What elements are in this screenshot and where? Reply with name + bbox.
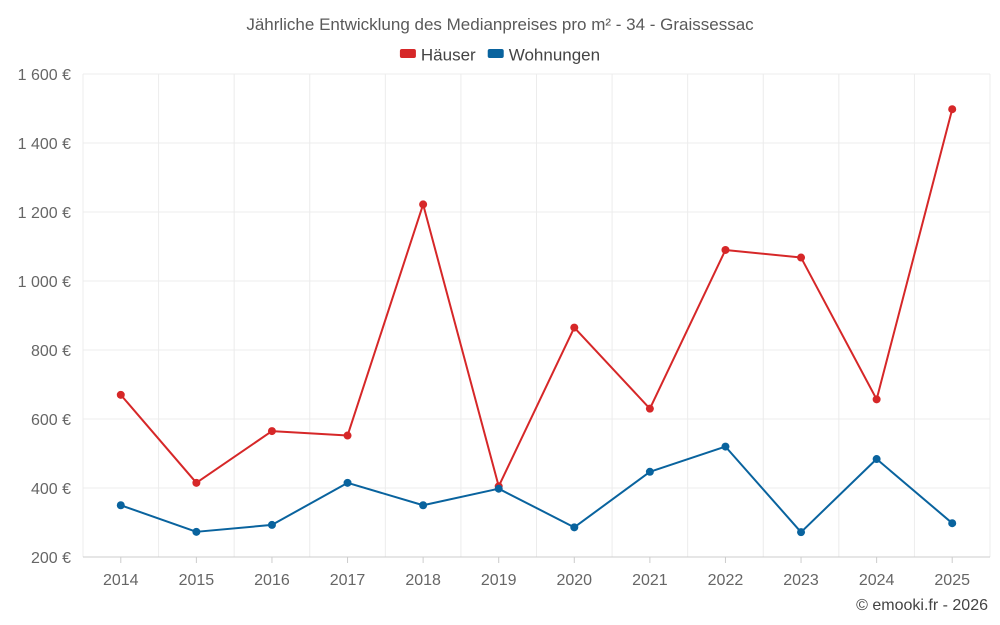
data-point[interactable] — [267, 520, 276, 529]
legend-item[interactable]: Häuser — [399, 45, 476, 64]
x-tick-label: 2025 — [934, 572, 970, 589]
y-axis: 200 € 400 € 600 € 800 € 1 000 € 1 200 € 1 400 … — [18, 67, 71, 567]
y-tick-label: 600 € — [31, 412, 71, 429]
data-point[interactable] — [494, 484, 503, 493]
data-point[interactable] — [645, 404, 654, 413]
data-point[interactable] — [116, 390, 125, 399]
x-axis: 2014 2015 2016 2017 2018 2019 2020 2021 2022 2023… — [83, 556, 990, 589]
data-point[interactable] — [872, 455, 881, 464]
y-tick-label: 800 € — [31, 343, 71, 360]
data-point[interactable] — [570, 323, 579, 332]
grid — [82, 73, 991, 557]
x-tick-label: 2024 — [859, 572, 895, 589]
legend-item[interactable]: Wohnungen — [487, 45, 600, 64]
data-point[interactable] — [797, 253, 806, 262]
y-tick-label: 1 200 € — [18, 205, 71, 222]
data-point[interactable] — [192, 527, 201, 536]
x-tick-label: 2014 — [103, 572, 139, 589]
chart-title: Jährliche Entwicklung des Medianpreises … — [246, 15, 754, 34]
series-wohnungen — [116, 442, 957, 537]
credit-text: © emooki.fr - 2026 — [856, 597, 988, 614]
data-point[interactable] — [116, 501, 125, 510]
x-tick-label: 2017 — [330, 572, 366, 589]
legend-label: Häuser — [421, 45, 476, 64]
data-point[interactable] — [721, 245, 730, 254]
data-point[interactable] — [872, 395, 881, 404]
data-point[interactable] — [570, 523, 579, 532]
data-point[interactable] — [948, 519, 957, 528]
x-tick-label: 2022 — [708, 572, 744, 589]
series-häuser — [116, 105, 957, 491]
data-point[interactable] — [721, 442, 730, 451]
x-tick-label: 2016 — [254, 572, 290, 589]
data-point[interactable] — [267, 427, 276, 436]
legend: Häuser Wohnungen — [399, 45, 600, 64]
x-tick-label: 2023 — [783, 572, 819, 589]
data-point[interactable] — [419, 501, 428, 510]
series-layer — [116, 105, 957, 537]
data-point[interactable] — [343, 478, 352, 487]
x-tick-label: 2021 — [632, 572, 668, 589]
series-line — [120, 108, 954, 488]
y-tick-label: 400 € — [31, 481, 71, 498]
data-point[interactable] — [797, 528, 806, 537]
series-line — [120, 445, 953, 534]
y-tick-label: 200 € — [31, 550, 71, 567]
y-tick-label: 1 600 € — [18, 67, 71, 84]
legend-swatch — [399, 49, 416, 58]
data-point[interactable] — [645, 467, 654, 476]
x-tick-label: 2015 — [179, 572, 215, 589]
data-point[interactable] — [343, 431, 352, 440]
x-tick-label: 2018 — [405, 572, 441, 589]
data-point[interactable] — [192, 478, 201, 487]
data-point[interactable] — [948, 105, 957, 114]
data-point[interactable] — [419, 200, 428, 209]
legend-label: Wohnungen — [509, 45, 600, 64]
x-tick-label: 2020 — [556, 572, 592, 589]
x-tick-label: 2019 — [481, 572, 517, 589]
y-tick-label: 1 400 € — [18, 136, 71, 153]
legend-swatch — [487, 49, 504, 58]
y-tick-label: 1 000 € — [18, 274, 71, 291]
